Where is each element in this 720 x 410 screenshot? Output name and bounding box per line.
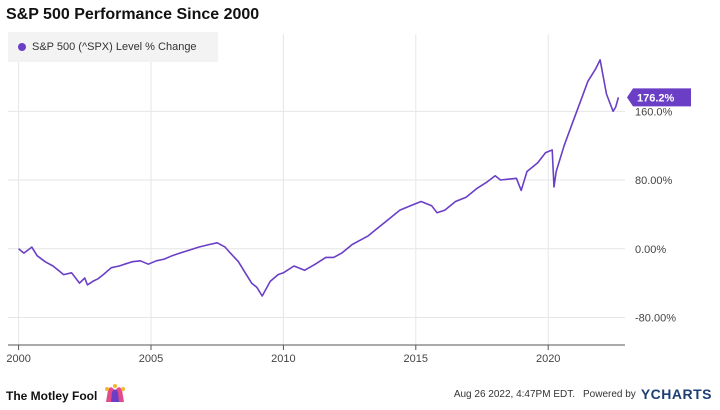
legend: S&P 500 (^SPX) Level % Change bbox=[8, 32, 218, 62]
end-value-label: 176.2% bbox=[637, 92, 675, 104]
y-tick-label: -80.00% bbox=[635, 313, 676, 325]
x-tick-label: 2005 bbox=[139, 353, 163, 365]
motley-fool-logo: The Motley Fool bbox=[6, 382, 127, 409]
grid-lines bbox=[8, 34, 625, 345]
x-tick-label: 2020 bbox=[536, 353, 560, 365]
jester-hat-icon bbox=[103, 382, 127, 409]
powered-by-label: Powered by bbox=[583, 388, 636, 400]
y-tick-label: 160.0% bbox=[635, 106, 673, 118]
brand-name: The Motley Fool bbox=[6, 388, 98, 403]
timestamp: Aug 26 2022, 4:47PM EDT. bbox=[453, 388, 575, 400]
series-line bbox=[18, 59, 620, 297]
chart-title: S&P 500 Performance Since 2000 bbox=[6, 6, 260, 23]
legend-dot-icon bbox=[18, 43, 26, 51]
legend-label: S&P 500 (^SPX) Level % Change bbox=[32, 41, 197, 53]
ycharts-logo: YCHARTS bbox=[640, 386, 712, 402]
end-value-tag: 176.2% bbox=[627, 88, 691, 107]
x-tick-label: 2015 bbox=[404, 353, 428, 365]
y-tick-label: 80.00% bbox=[635, 175, 673, 187]
x-tick-label: 2010 bbox=[271, 353, 295, 365]
x-tick-label: 2000 bbox=[6, 353, 30, 365]
footer-credits: Aug 26 2022, 4:47PM EDT. Powered by YCHA… bbox=[454, 386, 712, 402]
x-axis: 2000 2005 2010 2015 2020 bbox=[6, 344, 625, 365]
y-axis: -80.00% 0.00% 80.00% 160.0% bbox=[635, 106, 676, 324]
y-tick-label: 0.00% bbox=[635, 244, 666, 256]
